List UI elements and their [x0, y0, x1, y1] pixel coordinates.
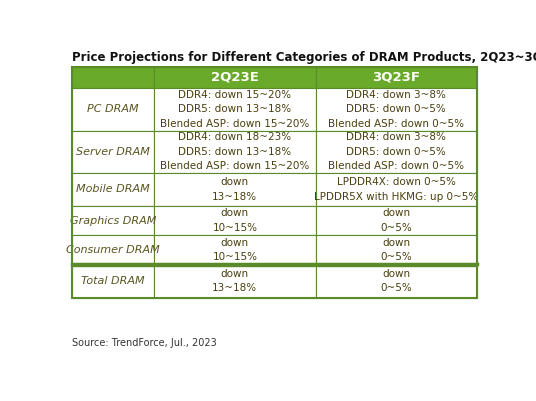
Text: down
13~18%: down 13~18% [212, 177, 257, 202]
Bar [154, 130, 316, 173]
Bar [316, 265, 477, 298]
Bar [316, 235, 477, 265]
Text: DDR4: down 3~8%
DDR5: down 0~5%
Blended ASP: down 0~5%: DDR4: down 3~8% DDR5: down 0~5% Blended … [328, 90, 464, 129]
Bar [316, 206, 477, 235]
Text: down
0~5%: down 0~5% [381, 209, 412, 233]
Bar [72, 67, 154, 88]
Text: Consumer DRAM: Consumer DRAM [66, 245, 160, 255]
Text: DDR4: down 15~20%
DDR5: down 13~18%
Blended ASP: down 15~20%: DDR4: down 15~20% DDR5: down 13~18% Blen… [160, 90, 309, 129]
Bar [154, 235, 316, 265]
Text: down
13~18%: down 13~18% [212, 269, 257, 293]
Bar [154, 88, 316, 130]
Bar [72, 130, 154, 173]
Text: Source: TrendForce, Jul., 2023: Source: TrendForce, Jul., 2023 [72, 338, 217, 348]
Text: Total DRAM: Total DRAM [81, 276, 145, 286]
Text: down
10~15%: down 10~15% [212, 238, 257, 262]
Text: TRENDFORCE: TRENDFORCE [297, 189, 443, 208]
Bar [154, 67, 316, 88]
Text: Mobile DRAM: Mobile DRAM [77, 184, 150, 194]
Bar [154, 173, 316, 206]
Bar [154, 206, 316, 235]
Bar [72, 265, 154, 298]
Bar [316, 130, 477, 173]
Text: Server DRAM: Server DRAM [76, 147, 150, 157]
Text: DDR4: down 3~8%
DDR5: down 0~5%
Blended ASP: down 0~5%: DDR4: down 3~8% DDR5: down 0~5% Blended … [328, 132, 464, 171]
Bar [316, 67, 477, 88]
Bar [316, 173, 477, 206]
Bar [72, 206, 154, 235]
Text: DDR4: down 18~23%
DDR5: down 13~18%
Blended ASP: down 15~20%: DDR4: down 18~23% DDR5: down 13~18% Blen… [160, 132, 309, 171]
Text: down
0~5%: down 0~5% [381, 269, 412, 293]
Bar [72, 235, 154, 265]
Text: PC DRAM: PC DRAM [87, 104, 139, 114]
Text: LPDDR4X: down 0~5%
LPDDR5X with HKMG: up 0~5%: LPDDR4X: down 0~5% LPDDR5X with HKMG: up… [314, 177, 479, 202]
Text: 2Q23E: 2Q23E [211, 71, 259, 84]
Bar [316, 88, 477, 130]
Text: 🔷: 🔷 [276, 186, 291, 210]
Bar [154, 265, 316, 298]
Text: down
10~15%: down 10~15% [212, 209, 257, 233]
Bar [72, 173, 154, 206]
Bar [72, 67, 477, 298]
Bar [72, 88, 154, 130]
Text: 3Q23F: 3Q23F [373, 71, 420, 84]
Text: down
0~5%: down 0~5% [381, 238, 412, 262]
Text: Price Projections for Different Categories of DRAM Products, 2Q23~3Q23: Price Projections for Different Categori… [72, 51, 536, 64]
Text: Graphics DRAM: Graphics DRAM [70, 216, 157, 226]
